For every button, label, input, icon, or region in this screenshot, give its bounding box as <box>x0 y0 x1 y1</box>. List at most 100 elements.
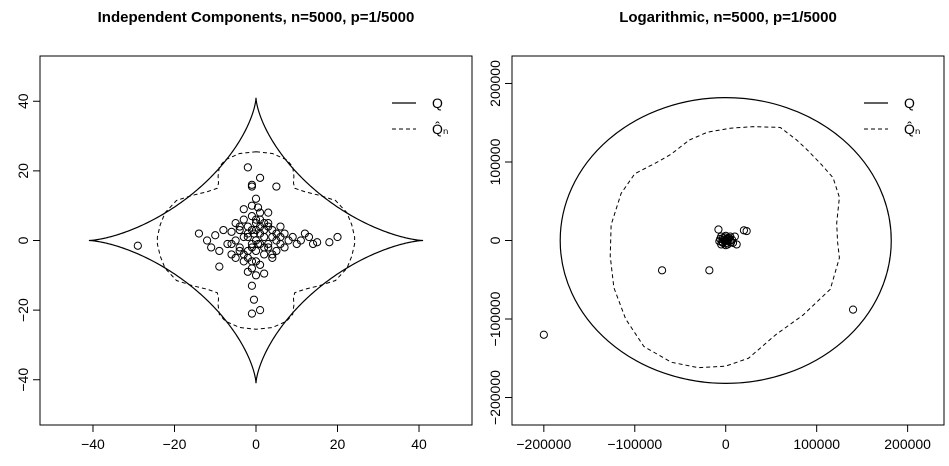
data-point <box>251 215 261 224</box>
data-point <box>235 225 244 235</box>
data-point <box>276 232 285 242</box>
data-point <box>247 182 257 191</box>
data-point <box>253 203 263 212</box>
data-point <box>227 227 236 236</box>
y-tick-label: 0 <box>15 236 31 244</box>
qn-curve <box>156 151 356 330</box>
data-point <box>251 271 261 280</box>
data-point <box>264 218 273 228</box>
data-point <box>732 240 741 249</box>
y-tick-label: −20 <box>15 298 31 322</box>
chart-title: Independent Components, n=5000, p=1/5000 <box>98 9 415 26</box>
y-tick-label: −100000 <box>487 291 503 346</box>
data-point <box>304 232 314 242</box>
y-tick-label: −200000 <box>487 370 503 425</box>
data-point <box>717 240 726 249</box>
data-point <box>239 215 248 224</box>
data-point <box>247 239 257 249</box>
data-point <box>249 295 259 304</box>
data-point <box>231 253 240 263</box>
x-tick-label: −200000 <box>516 436 571 452</box>
x-tick-label: 0 <box>722 436 730 452</box>
data-area <box>539 97 892 384</box>
y-tick-label: 200000 <box>487 60 503 107</box>
data-point <box>272 182 281 191</box>
data-point <box>133 241 142 250</box>
data-point <box>296 236 305 245</box>
data-point <box>247 281 257 290</box>
data-point <box>207 243 216 252</box>
legend: Q Q̂ₙ <box>864 95 920 137</box>
chart-title: Logarithmic, n=5000, p=1/5000 <box>619 9 837 26</box>
data-point <box>260 269 269 278</box>
data-point <box>227 239 236 249</box>
data-point <box>255 173 265 182</box>
chart-panel-1: Independent Components, n=5000, p=1/5000… <box>15 9 473 452</box>
data-point <box>243 229 252 238</box>
data-point <box>247 309 257 318</box>
data-point <box>194 229 204 238</box>
y-tick-label: 0 <box>487 236 503 244</box>
data-area <box>88 97 424 384</box>
data-point <box>714 225 723 234</box>
data-point <box>247 243 257 252</box>
x-tick-label: 20 <box>330 436 346 452</box>
x-tick-label: −40 <box>81 436 105 452</box>
data-point <box>243 163 252 172</box>
x-tick-label: 40 <box>411 436 427 452</box>
x-tick-label: 0 <box>252 436 260 452</box>
data-point <box>235 243 244 252</box>
data-point <box>848 305 858 314</box>
data-point <box>313 238 322 247</box>
legend-label-q: Q <box>904 95 915 111</box>
q-curve <box>88 97 424 384</box>
data-point <box>268 250 277 259</box>
data-point <box>247 180 257 189</box>
x-tick-label: 200000 <box>884 436 931 452</box>
data-point <box>705 266 714 275</box>
data-point <box>215 246 224 256</box>
qn-curve <box>609 126 840 369</box>
data-point <box>276 222 285 231</box>
data-point <box>219 225 228 235</box>
data-point <box>539 330 548 339</box>
data-point <box>247 201 257 210</box>
legend-label-qn: Q̂ₙ <box>432 121 448 137</box>
data-point <box>721 231 730 240</box>
data-point <box>235 222 244 231</box>
data-point <box>260 250 269 259</box>
legend-label-qn: Q̂ₙ <box>904 121 920 137</box>
data-point <box>255 229 265 238</box>
data-point <box>251 257 261 266</box>
data-point <box>728 238 738 247</box>
data-point <box>243 253 252 263</box>
data-point <box>325 238 334 247</box>
data-point <box>260 218 269 228</box>
data-point <box>268 253 277 263</box>
data-point <box>202 236 212 245</box>
data-point <box>255 306 265 315</box>
x-tick-label: 100000 <box>793 436 840 452</box>
data-point <box>223 239 232 249</box>
y-tick-label: 40 <box>15 93 31 109</box>
data-point <box>264 208 273 217</box>
q-curve <box>559 97 892 384</box>
chart-panel-2: Logarithmic, n=5000, p=1/5000 −200000 −100… <box>487 9 945 452</box>
data-point <box>657 266 667 275</box>
y-tick-label: 100000 <box>487 138 503 185</box>
data-point <box>239 205 248 214</box>
data-point <box>280 243 289 252</box>
legend-label-q: Q <box>432 95 443 111</box>
data-point <box>264 243 273 252</box>
y-tick-label: 20 <box>15 163 31 179</box>
data-point <box>739 226 749 235</box>
x-tick-label: −20 <box>163 436 187 452</box>
x-tick-label: −100000 <box>607 436 662 452</box>
data-point <box>333 232 342 242</box>
data-point <box>308 239 318 249</box>
y-tick-label: −40 <box>15 368 31 392</box>
data-point <box>251 194 261 203</box>
data-point <box>243 267 252 276</box>
data-point <box>260 243 269 252</box>
